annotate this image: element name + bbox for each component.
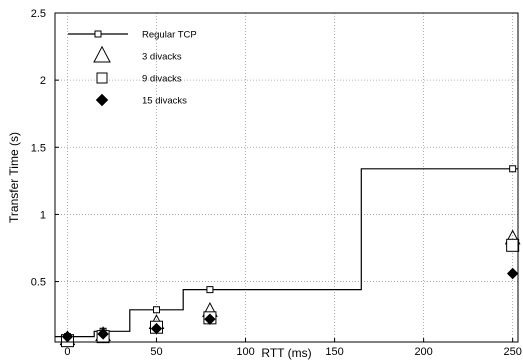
x-tick-label: 200 bbox=[414, 346, 432, 358]
plot-frame bbox=[54, 12, 519, 343]
y-tick-label: 1 bbox=[40, 209, 46, 221]
legend-label: 3 divacks bbox=[142, 52, 182, 63]
series-0 bbox=[55, 165, 518, 341]
grid-lines bbox=[55, 12, 518, 342]
data-point bbox=[97, 328, 109, 340]
x-tick-label: 50 bbox=[150, 346, 162, 358]
data-point bbox=[506, 267, 519, 280]
legend-label: 15 divacks bbox=[142, 96, 187, 107]
data-point bbox=[506, 238, 520, 252]
legend-label: Regular TCP bbox=[142, 30, 197, 41]
data-point bbox=[150, 322, 163, 335]
legend: Regular TCP 3 divacks 9 divacks 15 divacks bbox=[68, 30, 197, 107]
y-tick-label: 2 bbox=[40, 75, 46, 87]
x-axis-label: RTT (ms) bbox=[261, 346, 311, 360]
x-tick-label: 100 bbox=[236, 346, 254, 358]
x-tick-label: 150 bbox=[325, 346, 343, 358]
legend-marker bbox=[94, 30, 102, 38]
axis-ticks: 0 50 100 150 200 250 0.5 1 1.5 2 2.5 bbox=[31, 8, 522, 358]
legend-label: 9 divacks bbox=[142, 74, 182, 85]
data-point bbox=[204, 313, 216, 325]
y-tick-label: 2.5 bbox=[31, 8, 46, 20]
regular-tcp-point bbox=[206, 286, 214, 294]
regular-tcp-point bbox=[153, 306, 161, 314]
series-3 bbox=[61, 267, 519, 343]
x-tick-label: 0 bbox=[64, 346, 70, 358]
series-layer bbox=[55, 165, 521, 348]
legend-marker bbox=[93, 45, 111, 63]
y-tick-label: 1.5 bbox=[31, 142, 46, 154]
legend-marker bbox=[96, 72, 108, 84]
legend-marker bbox=[95, 93, 109, 107]
x-tick-label: 250 bbox=[503, 346, 521, 358]
regular-tcp-point bbox=[509, 165, 517, 173]
y-axis-label: Transfer Time (s) bbox=[7, 132, 21, 223]
y-tick-label: 0.5 bbox=[31, 277, 46, 289]
regular-tcp-step-line bbox=[55, 168, 518, 338]
